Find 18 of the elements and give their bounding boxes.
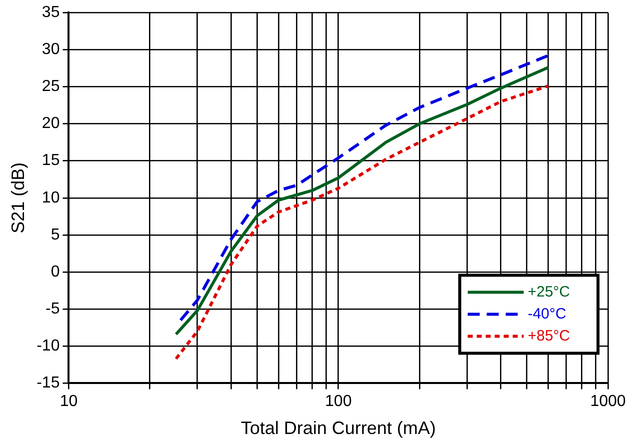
y-tick-label: 30 bbox=[42, 41, 60, 58]
y-tick-label: 10 bbox=[42, 189, 60, 206]
x-tick-label: 1000 bbox=[590, 393, 626, 410]
y-tick-label: 20 bbox=[42, 115, 60, 132]
y-tick-label: 25 bbox=[42, 78, 60, 96]
y-tick-label: -5 bbox=[45, 300, 60, 318]
legend-label: +85°C bbox=[528, 327, 570, 344]
x-tick-label: 100 bbox=[325, 393, 352, 410]
x-axis-title: Total Drain Current (mA) bbox=[240, 418, 436, 438]
y-tick-label: -10 bbox=[36, 338, 60, 355]
legend-label: -40°C bbox=[528, 305, 566, 322]
y-tick-label: -15 bbox=[36, 374, 60, 392]
y-tick-label: 15 bbox=[42, 152, 60, 170]
y-tick-label: 5 bbox=[50, 226, 60, 244]
y-axis-title: S21 (dB) bbox=[8, 162, 28, 234]
legend-label: +25°C bbox=[528, 283, 570, 300]
y-tick-label: 35 bbox=[42, 4, 60, 22]
y-tick-label: 0 bbox=[50, 263, 60, 280]
